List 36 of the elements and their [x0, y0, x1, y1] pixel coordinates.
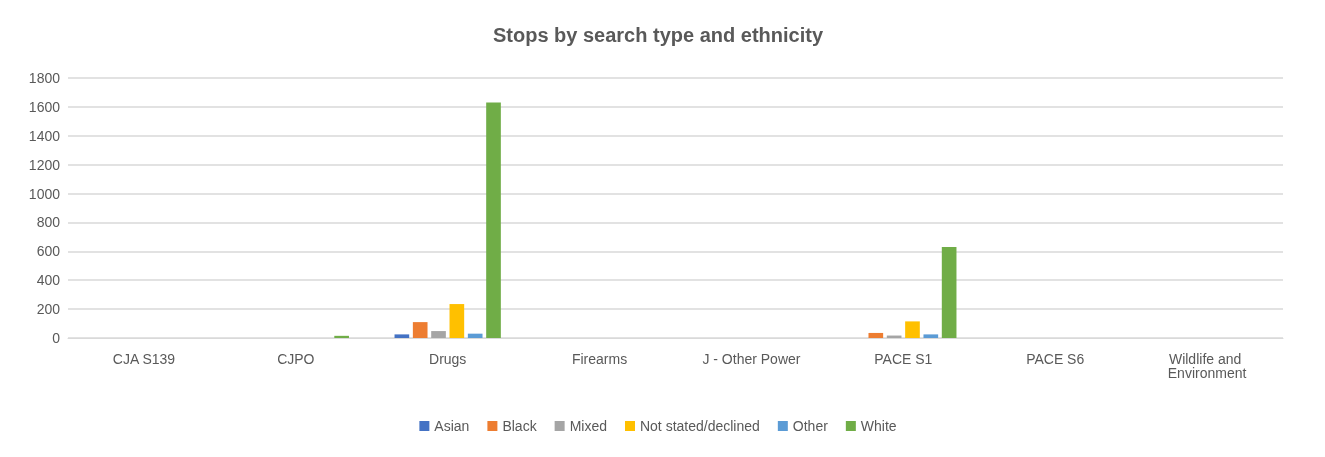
x-tick-label: Drugs	[429, 351, 467, 367]
legend-label: Asian	[434, 418, 470, 434]
y-tick-label: 1400	[28, 127, 61, 144]
x-tick-label: PACE S6	[1026, 351, 1085, 367]
bar	[467, 333, 483, 338]
legend-label: White	[860, 418, 897, 434]
y-tick-label: 600	[36, 243, 61, 260]
x-tick-label: J - Other Power	[702, 351, 801, 367]
legend-label: Other	[792, 418, 829, 434]
y-tick-label: 800	[36, 214, 61, 231]
bar	[394, 334, 410, 338]
x-tick-label: CJPO	[277, 351, 315, 367]
bar	[923, 334, 939, 338]
legend-label: Mixed	[569, 418, 607, 434]
bar	[486, 102, 501, 338]
y-tick-label: 1000	[28, 185, 61, 202]
bar	[412, 322, 428, 338]
x-tick-label: PACE S1	[874, 351, 933, 367]
bar	[334, 335, 349, 338]
x-tick-label: Wildlife and Environment	[1167, 351, 1247, 381]
y-tick-label: 0	[52, 330, 61, 346]
bar	[941, 247, 957, 338]
x-tick-label: Firearms	[571, 351, 628, 367]
chart-title: Stops by search type and ethnicity	[492, 24, 824, 46]
bar	[449, 304, 465, 338]
y-tick-label: 200	[36, 301, 61, 318]
y-tick-label: 1200	[28, 156, 61, 173]
y-tick-label: 1800	[28, 70, 61, 86]
legend-label: Not stated/declined	[639, 418, 760, 434]
y-tick-label: 1600	[28, 98, 61, 115]
bar	[431, 331, 446, 338]
y-tick-label: 400	[36, 272, 61, 289]
bar	[868, 332, 884, 338]
legend-label: Black	[502, 418, 538, 434]
bar	[905, 321, 920, 338]
x-tick-label: CJA S139	[112, 351, 176, 367]
